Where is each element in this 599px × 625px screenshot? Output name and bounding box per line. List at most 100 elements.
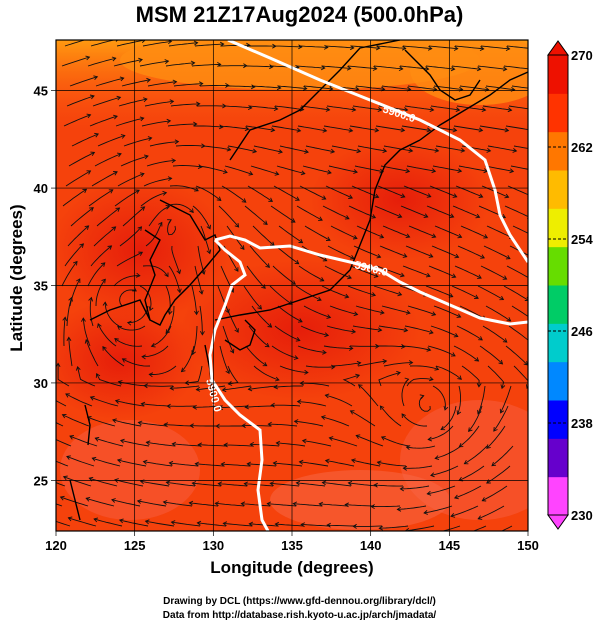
colorbar-segment: [548, 438, 568, 478]
streamline-arrow: [265, 263, 271, 268]
streamline-arrow: [221, 387, 227, 393]
streamline-arrow: [449, 213, 455, 219]
streamline: [279, 145, 309, 153]
streamline: [224, 165, 253, 175]
streamline-arrow: [348, 194, 353, 199]
streamline-arrow: [348, 127, 354, 133]
streamline: [220, 44, 250, 47]
streamline: [194, 43, 224, 47]
streamline: [61, 56, 90, 67]
streamline-arrow: [229, 348, 235, 354]
streamline: [302, 165, 332, 174]
streamline-arrow: [243, 481, 249, 487]
streamline: [301, 523, 331, 527]
streamline-arrow: [216, 196, 222, 202]
streamline-arrow: [140, 206, 146, 211]
x-tick-label: 145: [438, 538, 460, 553]
streamline-arrow: [257, 304, 262, 310]
streamline-arrow: [321, 195, 327, 200]
streamline-arrow: [300, 522, 306, 528]
streamline-arrow: [142, 459, 148, 465]
streamline-arrow: [275, 440, 281, 446]
streamline: [175, 145, 205, 147]
streamline: [458, 465, 485, 481]
streamline-arrow: [400, 272, 405, 278]
streamline-arrow: [295, 337, 301, 342]
streamline-arrow: [423, 213, 429, 218]
streamline-arrow: [399, 486, 405, 492]
streamline: [94, 153, 122, 167]
streamline: [403, 465, 433, 469]
streamline: [432, 165, 462, 172]
streamline-arrow: [169, 99, 175, 105]
streamline: [117, 459, 147, 467]
streamline: [89, 297, 94, 327]
streamline: [321, 65, 351, 69]
streamline-arrow: [113, 114, 118, 120]
streamline: [505, 345, 528, 366]
streamline-arrow: [189, 423, 194, 429]
streamline: [142, 40, 172, 47]
streamline: [381, 305, 411, 314]
streamline-arrow: [148, 306, 154, 312]
streamline-arrow: [169, 385, 175, 391]
streamline: [169, 462, 199, 467]
streamline-arrow: [61, 413, 67, 419]
streamline-arrow: [480, 254, 485, 259]
streamline: [477, 65, 507, 70]
streamline: [427, 485, 456, 495]
streamline-arrow: [300, 170, 306, 176]
colorbar-min-arrow: [547, 514, 569, 530]
streamline-arrow: [198, 289, 204, 295]
x-tick-label: 135: [281, 538, 303, 553]
x-tick-label: 125: [124, 538, 146, 553]
streamline: [321, 285, 349, 298]
streamline: [434, 225, 462, 238]
streamline: [484, 165, 514, 172]
streamline: [127, 305, 149, 324]
streamline-arrow: [530, 194, 534, 198]
streamline: [440, 405, 457, 430]
streamline-arrow: [322, 257, 328, 262]
streamline-arrow: [500, 384, 506, 390]
streamline-arrow: [374, 127, 380, 133]
streamline-arrow: [426, 127, 432, 133]
streamline-arrow: [319, 277, 325, 282]
streamline: [406, 378, 433, 387]
streamline-arrow: [114, 399, 120, 404]
streamline: [297, 125, 327, 132]
streamline: [297, 401, 327, 407]
streamline-arrow: [405, 233, 411, 239]
streamline-arrow: [408, 360, 414, 365]
streamline: [168, 42, 198, 47]
streamline: [298, 265, 324, 282]
streamline-arrow: [167, 176, 173, 182]
streamline: [452, 205, 480, 218]
streamline-arrow: [475, 213, 481, 219]
streamline-arrow: [425, 272, 431, 278]
streamline-arrow: [481, 497, 487, 502]
streamline: [117, 173, 145, 187]
streamline-arrow: [509, 168, 515, 174]
streamline-arrow: [382, 148, 388, 154]
streamline-arrow: [325, 236, 331, 241]
streamline-arrow: [440, 425, 446, 431]
colorbar-segment: [548, 361, 568, 401]
streamline: [244, 205, 268, 225]
streamline-arrow: [68, 296, 73, 302]
streamline-arrow: [426, 490, 432, 496]
streamline-arrow: [348, 345, 354, 351]
streamline: [357, 360, 387, 367]
streamline: [149, 365, 177, 375]
streamline-arrow: [372, 66, 378, 71]
streamline: [218, 205, 239, 228]
streamline-arrow: [196, 520, 202, 526]
credit-drawing: Drawing by DCL (https://www.gfd-dennou.o…: [163, 596, 436, 607]
streamline: [241, 503, 271, 507]
streamline-arrow: [396, 506, 402, 512]
streamline-arrow: [95, 373, 101, 378]
streamline-arrow: [100, 262, 106, 267]
streamline-arrow: [397, 213, 403, 219]
streamline-arrow: [274, 521, 280, 527]
streamline-arrow: [126, 320, 132, 326]
